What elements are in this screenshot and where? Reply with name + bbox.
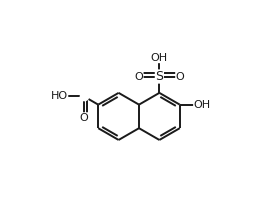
Text: O: O [80, 113, 88, 123]
Text: O: O [176, 72, 185, 82]
Text: O: O [134, 72, 143, 82]
Text: HO: HO [51, 92, 68, 101]
Text: OH: OH [194, 100, 211, 110]
Text: OH: OH [151, 53, 168, 63]
Text: S: S [155, 70, 163, 83]
